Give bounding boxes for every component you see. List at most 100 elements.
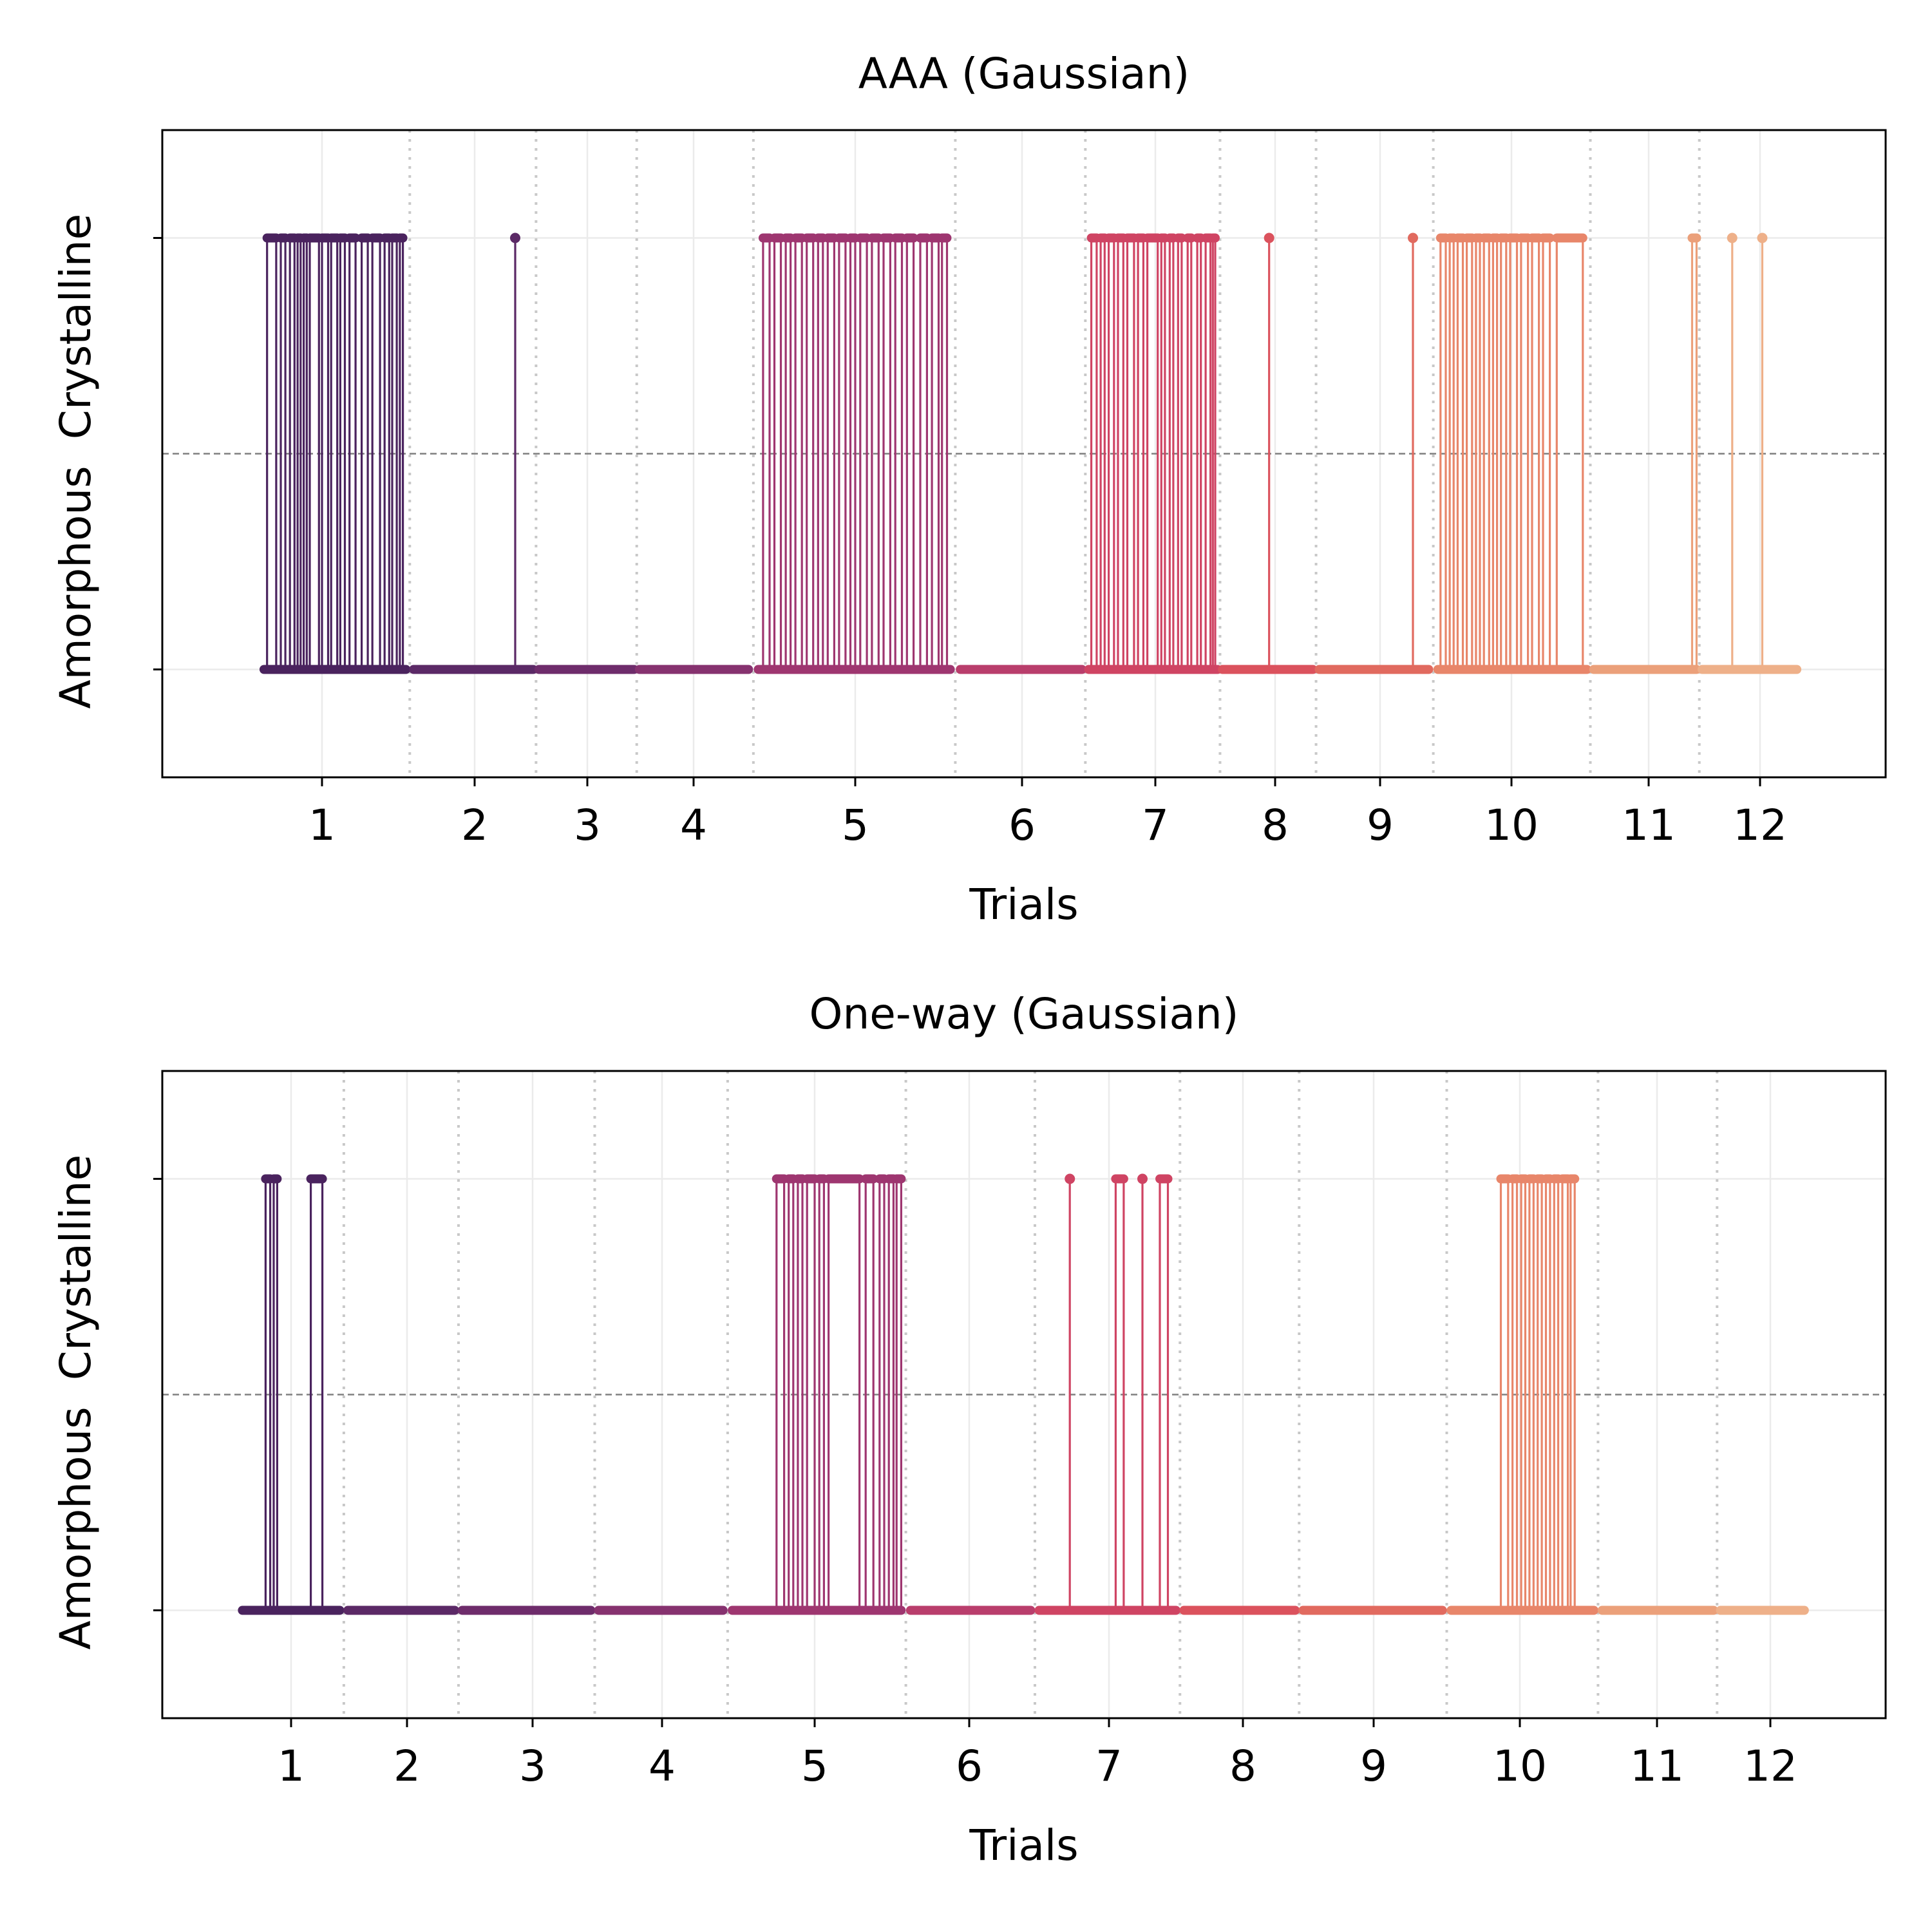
transition-point-10-2 <box>1445 665 1455 674</box>
transition-point-12-2 <box>1757 665 1767 674</box>
transition-point-11-1 <box>1687 665 1697 674</box>
transition-point-5-10 <box>892 1605 902 1615</box>
crystalline-point-9-1 <box>1408 232 1418 243</box>
transition-point-10-5 <box>1533 1605 1542 1615</box>
transition-point-1-1 <box>261 1605 270 1615</box>
transition-point-10-9 <box>1566 1605 1575 1615</box>
transition-point-7-5 <box>1122 665 1132 674</box>
y-label-crystalline: Crystalline <box>51 214 100 439</box>
trial-series-11 <box>1589 233 1701 674</box>
transition-point-1-8 <box>327 665 336 674</box>
x-tick-label-10: 10 <box>1484 800 1539 850</box>
x-axis-label: Trials <box>969 1821 1078 1870</box>
transition-point-7-3 <box>1138 1605 1147 1615</box>
transition-point-10-4 <box>1524 1605 1534 1615</box>
transition-point-10-8 <box>1496 665 1506 674</box>
transition-point-1-12 <box>368 665 377 674</box>
transition-point-7-2 <box>1111 1605 1121 1615</box>
trial-series-1 <box>238 1174 345 1615</box>
transition-point-1-6 <box>305 665 315 674</box>
transition-point-7-12 <box>1193 665 1202 674</box>
transition-point-5-16 <box>927 665 937 674</box>
x-tick-label-2: 2 <box>393 1741 421 1791</box>
x-tick-label-7: 7 <box>1095 1741 1122 1791</box>
transition-point-10-7 <box>1549 1605 1559 1615</box>
y-label-amorphous: Amorphous <box>51 466 100 708</box>
transition-point-10-3 <box>1453 665 1463 674</box>
transition-point-2-1 <box>511 665 520 674</box>
trial-series-5 <box>728 1174 906 1615</box>
transition-point-7-1 <box>1065 1605 1075 1615</box>
trial-series-1 <box>259 233 411 674</box>
transition-point-7-4 <box>1113 665 1123 674</box>
crystalline-point-8-1 <box>1264 232 1274 243</box>
x-tick-label-6: 6 <box>1009 800 1036 850</box>
trial-series-5 <box>753 233 955 674</box>
transition-point-5-3 <box>793 1605 802 1615</box>
transition-point-10-6 <box>1541 1605 1551 1615</box>
transition-point-1-7 <box>317 665 327 674</box>
transition-point-5-4 <box>802 1605 812 1615</box>
panel-one-way: One-way (Gaussian)1 2 3 4 5 6 7 8 9 10 11 12Amorpho… <box>51 989 1887 1870</box>
x-tick-label-6: 6 <box>956 1741 983 1791</box>
x-tick-label-3: 3 <box>519 1741 546 1791</box>
transition-point-5-3 <box>781 665 791 674</box>
transition-point-7-9 <box>1165 665 1175 674</box>
transition-point-10-11 <box>1527 665 1537 674</box>
transition-point-5-1 <box>772 1605 781 1615</box>
transition-point-1-13 <box>380 665 390 674</box>
transition-point-9-1 <box>1408 665 1417 674</box>
transition-point-8-1 <box>1264 665 1274 674</box>
transition-point-10-1 <box>1435 665 1445 674</box>
transition-point-7-4 <box>1155 1605 1165 1615</box>
transition-point-5-7 <box>823 665 833 674</box>
x-axis-label: Trials <box>969 880 1078 929</box>
transition-point-7-8 <box>1157 665 1166 674</box>
transition-point-10-4 <box>1462 665 1472 674</box>
transition-point-10-12 <box>1538 665 1548 674</box>
transition-point-7-14 <box>1208 665 1218 674</box>
transition-point-5-10 <box>855 665 865 674</box>
transition-point-7-1 <box>1086 665 1096 674</box>
x-tick-label-5: 5 <box>842 800 869 850</box>
transition-point-7-6 <box>1133 665 1143 674</box>
x-tick-label-3: 3 <box>574 800 601 850</box>
x-tick-label-11: 11 <box>1622 800 1676 850</box>
transition-point-5-8 <box>875 1605 884 1615</box>
x-tick-label-9: 9 <box>1360 1741 1387 1791</box>
transition-point-10-8 <box>1558 1605 1567 1615</box>
transition-point-1-1 <box>262 665 272 674</box>
transition-point-10-9 <box>1505 665 1515 674</box>
transition-point-10-5 <box>1471 665 1481 674</box>
x-tick-label-1: 1 <box>278 1741 305 1791</box>
transition-point-7-3 <box>1104 665 1113 674</box>
transition-point-5-2 <box>770 665 779 674</box>
transition-point-10-3 <box>1517 1605 1526 1615</box>
transition-point-5-7 <box>861 1605 871 1615</box>
transition-point-5-5 <box>802 665 811 674</box>
x-tick-label-7: 7 <box>1142 800 1169 850</box>
transition-point-1-14 <box>388 665 397 674</box>
trial-series-7 <box>1034 1173 1180 1615</box>
trial-series-8 <box>1218 232 1318 674</box>
transition-point-5-6 <box>824 1605 833 1615</box>
transition-point-10-10 <box>1516 665 1526 674</box>
transition-point-10-6 <box>1479 665 1489 674</box>
x-tick-label-4: 4 <box>680 800 707 850</box>
transition-point-5-4 <box>791 665 800 674</box>
transition-point-5-17 <box>937 665 947 674</box>
transition-point-1-11 <box>357 665 366 674</box>
trial-series-2 <box>409 232 538 674</box>
x-tick-label-12: 12 <box>1733 800 1787 850</box>
trial-series-10 <box>1446 1174 1599 1615</box>
transition-point-7-2 <box>1096 665 1106 674</box>
x-tick-label-2: 2 <box>461 800 488 850</box>
crystalline-point-12-2 <box>1757 232 1768 243</box>
chart-title: AAA (Gaussian) <box>858 49 1189 99</box>
crystalline-point-7-1 <box>1065 1173 1075 1184</box>
axes-frame <box>161 129 1887 779</box>
x-tick-label-12: 12 <box>1743 1741 1797 1791</box>
x-tick-label-8: 8 <box>1262 800 1289 850</box>
transition-point-1-10 <box>345 665 354 674</box>
